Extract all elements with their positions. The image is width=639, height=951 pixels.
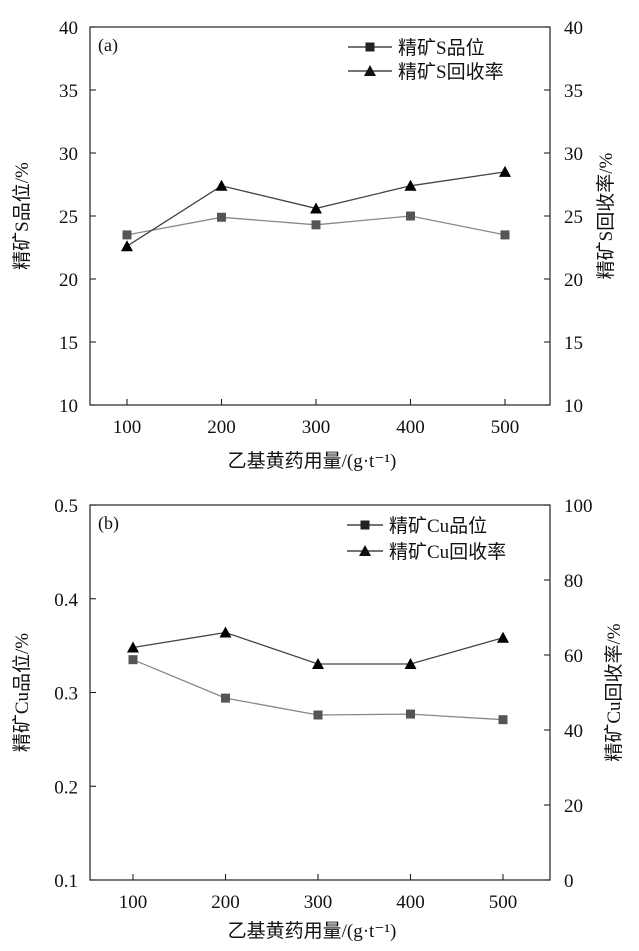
- chart1-x-tick-label: 200: [211, 892, 240, 913]
- chart0-x-tick-label: 100: [113, 417, 142, 438]
- chart1-panel-label: (b): [98, 513, 119, 534]
- chart0-x-tick-label: 200: [207, 417, 236, 438]
- chart1-y-right-tick-label: 40: [564, 721, 583, 742]
- chart1-y-right-tick-label: 20: [564, 796, 583, 817]
- chart0-legend-0-square-marker: [365, 42, 375, 52]
- chart1-y-left-axis-title: 精矿Cu品位/%: [11, 633, 33, 752]
- chart1-y-right-tick-label: 0: [564, 871, 574, 892]
- chart1-x-tick-label: 400: [396, 892, 425, 913]
- chart1-series-1-triangle-point: [497, 631, 509, 643]
- chart0-panel-label: (a): [98, 35, 118, 56]
- chart1-series-0-square-point: [406, 709, 415, 719]
- chart0-x-tick-label: 400: [396, 417, 425, 438]
- chart0-legend-1-triangle-marker: [364, 65, 376, 76]
- chart1-x-tick-label: 100: [119, 892, 148, 913]
- chart1-legend-1-label: 精矿Cu回收率: [389, 541, 506, 563]
- chart0-series-1-triangle-point: [404, 179, 417, 191]
- chart1-series-0-square-point: [221, 693, 230, 703]
- chart0-y-right-tick-label: 10: [564, 396, 583, 417]
- chart0-y-left-tick-label: 35: [59, 81, 78, 102]
- chart1-y-right-tick-label: 80: [564, 571, 583, 592]
- chart0-y-right-tick-label: 25: [564, 207, 583, 228]
- chart1-series-1-triangle-point: [127, 641, 139, 653]
- chart0-y-left-tick-label: 15: [59, 333, 78, 354]
- chart1-y-left-tick-label: 0.5: [54, 496, 78, 517]
- chart0-series-1-triangle-point: [499, 165, 511, 177]
- chart0-y-right-axis-title: 精矿S回收率/%: [595, 152, 617, 279]
- chart0-y-left-tick-label: 25: [59, 207, 78, 228]
- chart1-y-right-tick-label: 100: [564, 496, 593, 517]
- chart0-series-0-square-point: [122, 230, 132, 240]
- chart0-y-left-tick-label: 30: [59, 144, 78, 165]
- chart1-y-left-tick-label: 0.2: [54, 777, 78, 798]
- chart1-y-right-tick-label: 60: [564, 646, 583, 667]
- chart0-plot-frame: [89, 26, 551, 406]
- chart0-series-0-square-point: [217, 212, 226, 222]
- chart0-y-left-tick-label: 10: [59, 396, 78, 417]
- chart1-y-left-tick-label: 0.1: [54, 871, 78, 892]
- chart0-series-1-triangle-point: [121, 240, 133, 252]
- chart0-y-left-axis-title: 精矿S品位/%: [11, 162, 33, 270]
- chart1-y-left-tick-label: 0.3: [54, 684, 78, 705]
- chart1-y-right-axis-title: 精矿Cu回收率/%: [603, 623, 625, 761]
- chart0-y-right-tick-label: 20: [564, 270, 583, 291]
- chart1-series-0-square-point: [498, 715, 508, 725]
- chart0-y-left-tick-label: 40: [59, 18, 78, 39]
- chart1-x-tick-label: 300: [304, 892, 333, 913]
- chart0-series-1-triangle-point: [310, 202, 322, 214]
- chart0-series-0-square-point: [500, 230, 510, 240]
- chart0-y-right-tick-label: 35: [564, 81, 583, 102]
- chart0-series-0-square-point: [406, 211, 415, 221]
- chart1-series-0-square-point: [128, 655, 138, 665]
- chart1-series-1-triangle-point: [312, 658, 324, 669]
- chart1-series-1-triangle-point: [404, 658, 417, 669]
- chart0-legend-1-label: 精矿S回收率: [398, 61, 504, 83]
- chart1-legend-1-triangle-marker: [359, 545, 371, 556]
- chart0-x-tick-label: 500: [491, 417, 520, 438]
- chart1-y-left-tick-label: 0.4: [54, 590, 78, 611]
- chart0-legend-0-label: 精矿S品位: [398, 37, 485, 59]
- chart1-x-tick-label: 500: [489, 892, 518, 913]
- chart1-series-0-square-point: [313, 710, 323, 720]
- chart0-y-right-tick-label: 15: [564, 333, 583, 354]
- chart0-series-0-square-point: [311, 220, 321, 230]
- chart1-legend-0-label: 精矿Cu品位: [389, 515, 487, 537]
- chart1-legend-0-square-marker: [360, 520, 370, 530]
- chart1-x-axis-title: 乙基黄药用量/(g·t⁻¹): [228, 920, 397, 942]
- chart0-series-1-triangle-point: [215, 179, 228, 191]
- chart0-x-tick-label: 300: [302, 417, 331, 438]
- chart0-x-axis-title: 乙基黄药用量/(g·t⁻¹): [228, 450, 397, 472]
- chart0-y-right-tick-label: 40: [564, 18, 583, 39]
- chart1-series-1-triangle-point: [219, 626, 232, 638]
- chart0-y-right-tick-label: 30: [564, 144, 583, 165]
- chart0-y-left-tick-label: 20: [59, 270, 78, 291]
